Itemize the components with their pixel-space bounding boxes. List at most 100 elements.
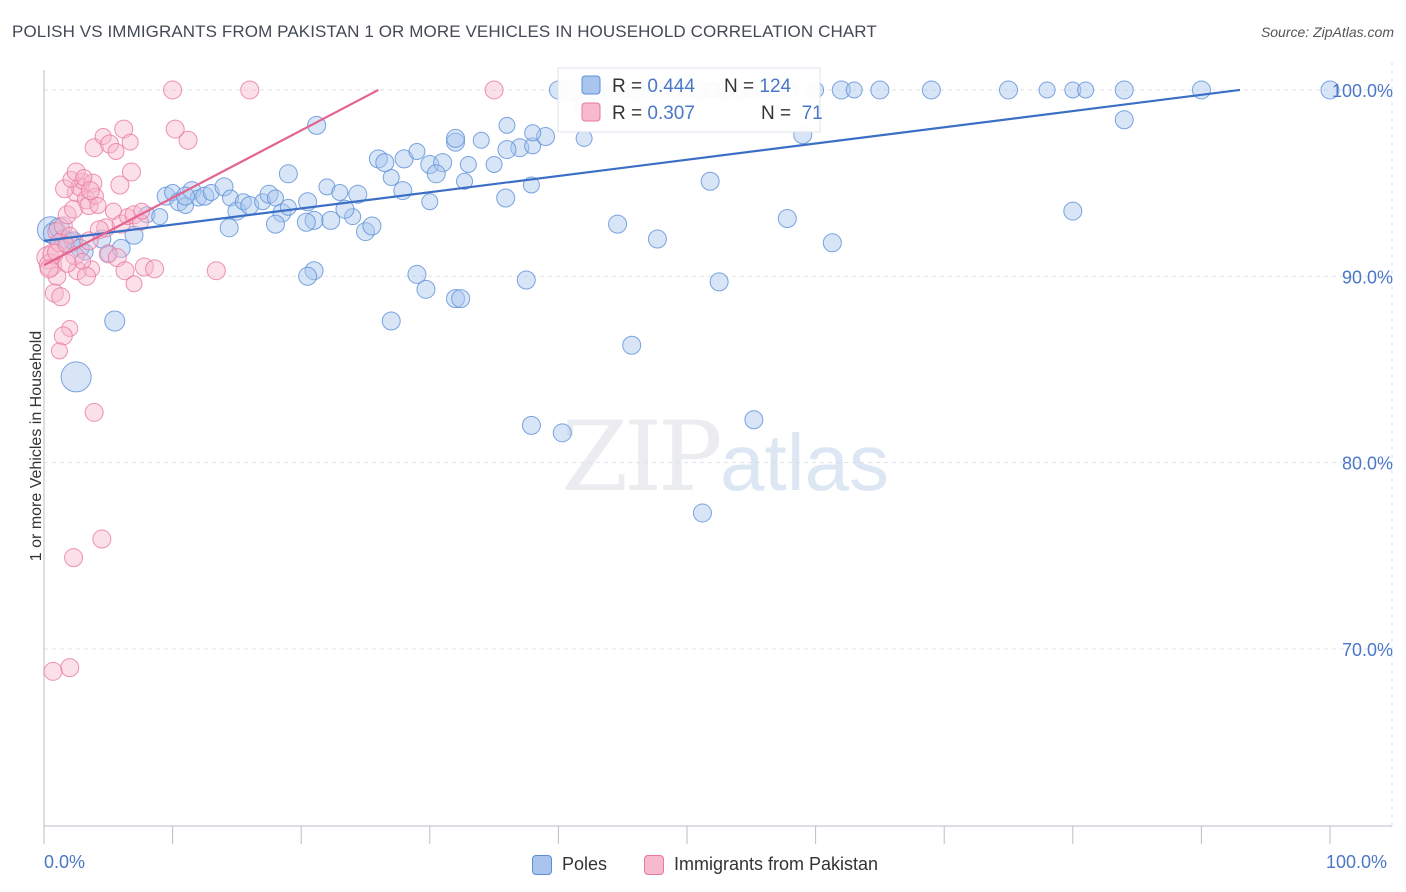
- point-poles: [831, 80, 851, 100]
- x-tick-label-max: 100.0%: [1326, 852, 1388, 872]
- point-pakistan: [163, 80, 183, 100]
- point-poles: [1077, 81, 1095, 99]
- point-pakistan: [47, 266, 67, 286]
- point-poles: [870, 80, 890, 100]
- legend-label-poles: Poles: [562, 854, 608, 874]
- legend-swatch-pakistan: [581, 102, 601, 122]
- point-pakistan: [66, 182, 86, 202]
- point-poles: [921, 80, 941, 100]
- legend-item-poles[interactable]: Poles: [532, 854, 607, 875]
- source-credit: Source: ZipAtlas.com: [1260, 24, 1394, 40]
- point-poles: [234, 193, 252, 211]
- point-poles: [60, 361, 92, 393]
- point-pakistan: [74, 252, 92, 270]
- legend-r-value-poles: 0.444: [647, 76, 695, 97]
- trend-lines: [43, 88, 1241, 267]
- point-poles: [298, 266, 318, 286]
- point-poles: [459, 155, 477, 173]
- point-poles: [407, 264, 427, 284]
- point-pakistan: [67, 261, 87, 281]
- legend-box: R = 0.444 N = 124 R = 0.307 N = 71: [557, 67, 849, 133]
- point-poles: [524, 124, 542, 142]
- svg-text:N = 71: N = 71: [724, 103, 849, 124]
- y-tick-labels: 70.0% 80.0% 90.0% 100.0%: [1332, 81, 1393, 660]
- point-poles: [456, 172, 474, 190]
- point-poles: [647, 229, 667, 249]
- trend-line-poles: [43, 88, 1241, 242]
- point-poles: [408, 142, 426, 160]
- axes: [43, 70, 1392, 844]
- point-pakistan: [50, 342, 68, 360]
- point-poles: [608, 214, 628, 234]
- point-pakistan: [125, 275, 143, 293]
- point-pakistan: [121, 133, 139, 151]
- point-poles: [822, 233, 842, 253]
- point-poles: [777, 209, 797, 229]
- point-pakistan: [83, 173, 103, 193]
- point-poles: [348, 184, 368, 204]
- point-pakistan: [178, 130, 198, 150]
- point-poles: [1320, 80, 1340, 100]
- point-pakistan: [53, 326, 73, 346]
- svg-text:N = 124: N = 124: [724, 76, 792, 97]
- point-pakistan: [76, 266, 96, 286]
- point-pakistan: [206, 261, 226, 281]
- point-pakistan: [43, 661, 63, 681]
- point-pakistan: [107, 142, 125, 160]
- point-poles: [446, 289, 466, 309]
- point-poles: [279, 198, 297, 216]
- legend-n-value-pakistan: 71: [796, 103, 822, 124]
- point-pakistan: [79, 195, 99, 215]
- point-poles: [375, 153, 395, 173]
- point-poles: [254, 193, 272, 211]
- point-pakistan: [165, 119, 185, 139]
- legend-n-label: N =: [724, 76, 759, 97]
- point-poles: [552, 423, 572, 443]
- point-pakistan: [94, 128, 112, 146]
- point-poles: [451, 289, 471, 309]
- legend-swatch-poles: [581, 75, 601, 95]
- y-axis-label: 1 or more Vehicles in Household: [28, 330, 45, 562]
- point-poles: [433, 153, 453, 173]
- legend-r-label: R =: [612, 103, 647, 124]
- watermark: ZIP atlas: [561, 401, 889, 513]
- point-poles: [709, 272, 729, 292]
- legend-item-pakistan[interactable]: Immigrants from Pakistan: [644, 854, 878, 875]
- data-points: [36, 79, 1340, 681]
- point-poles: [1063, 201, 1083, 221]
- point-pakistan: [64, 548, 84, 568]
- point-poles: [104, 310, 126, 332]
- legend-r-label: R =: [612, 76, 647, 97]
- point-poles: [575, 129, 593, 147]
- point-poles: [368, 149, 388, 169]
- point-poles: [219, 218, 239, 238]
- point-poles: [524, 137, 542, 155]
- point-poles: [304, 210, 324, 230]
- point-poles: [485, 155, 503, 173]
- point-poles: [521, 415, 541, 435]
- point-poles: [421, 193, 439, 211]
- x-tick-label-min: 0.0%: [44, 852, 86, 872]
- legend-label-pakistan: Immigrants from Pakistan: [674, 854, 879, 874]
- point-pakistan: [89, 196, 107, 214]
- watermark-atlas: atlas: [720, 418, 889, 507]
- point-poles: [497, 140, 517, 160]
- point-poles: [1064, 81, 1082, 99]
- point-poles: [265, 214, 285, 234]
- point-poles: [278, 164, 298, 184]
- point-poles: [296, 212, 316, 232]
- point-poles: [845, 81, 863, 99]
- point-poles: [1038, 81, 1056, 99]
- point-poles: [344, 208, 362, 226]
- point-pakistan: [110, 175, 130, 195]
- legend-n-value-poles: 124: [759, 76, 791, 97]
- point-pakistan: [57, 253, 77, 273]
- point-pakistan: [64, 199, 84, 219]
- point-poles: [1114, 110, 1134, 130]
- point-poles: [744, 410, 764, 430]
- point-poles: [214, 177, 234, 197]
- point-poles: [416, 279, 436, 299]
- point-poles: [381, 311, 401, 331]
- legend-swatch-pakistan: [644, 854, 664, 875]
- point-poles: [446, 128, 466, 148]
